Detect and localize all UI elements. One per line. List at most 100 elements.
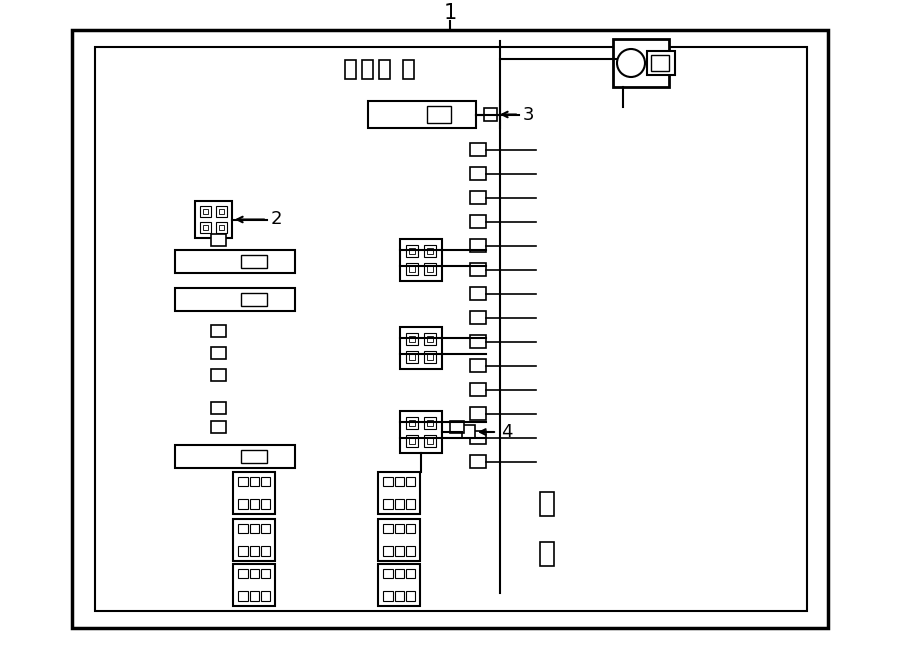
Bar [200,223,211,233]
Bar [175,250,295,273]
Bar [409,336,415,342]
Bar [95,47,807,611]
Bar [383,569,392,578]
Bar [238,546,248,555]
Bar [394,524,404,533]
Bar [261,477,270,486]
Bar [238,499,248,508]
Bar [202,225,208,230]
Bar [406,263,418,275]
Bar [647,51,675,75]
Bar [261,524,270,533]
Bar [175,288,295,311]
Bar [540,542,554,566]
Bar [241,293,267,307]
Bar [406,477,415,486]
Bar [613,39,669,87]
Bar [249,569,259,578]
Bar [217,223,227,233]
Text: 1: 1 [444,3,456,23]
Bar [378,519,420,561]
Bar [249,499,259,508]
Bar [470,191,486,204]
Bar [383,592,392,601]
Bar [379,60,390,79]
Bar [394,546,404,555]
Bar [383,546,392,555]
Bar [470,215,486,228]
Bar [425,333,436,344]
Bar [394,592,404,601]
Bar [470,263,486,276]
Bar [470,311,486,324]
Bar [406,245,418,256]
Bar [261,546,270,555]
Bar [345,60,356,79]
Bar [261,569,270,578]
Bar [400,411,442,453]
Bar [462,425,475,438]
Bar [394,569,404,578]
Bar [195,201,232,238]
Bar [202,209,208,214]
Bar [383,524,392,533]
Bar [219,225,224,230]
Bar [470,359,486,372]
Bar [406,417,418,428]
Bar [470,455,486,468]
Bar [425,352,436,363]
Bar [428,336,433,342]
Bar [378,472,420,514]
Bar [406,524,415,533]
Text: 3: 3 [523,106,535,124]
Bar [470,431,486,444]
Bar [428,248,433,254]
Bar [233,472,275,514]
Bar [238,524,248,533]
Bar [470,143,486,156]
Bar [651,55,669,71]
Bar [249,546,259,555]
Bar [211,234,226,246]
Bar [425,417,436,428]
Bar [425,436,436,447]
Bar [219,209,224,214]
Bar [406,499,415,508]
Bar [409,420,415,426]
Bar [406,546,415,555]
Bar [428,438,433,444]
Bar [406,436,418,447]
Bar [211,347,226,359]
Bar [383,477,392,486]
Bar [470,383,486,396]
Bar [249,477,259,486]
Bar [409,248,415,254]
Bar [394,499,404,508]
Bar [378,564,420,606]
Circle shape [617,49,645,77]
Bar [400,239,442,281]
Bar [241,254,267,268]
Bar [409,438,415,444]
Bar [400,327,442,369]
Bar [368,101,476,128]
Bar [428,420,433,426]
Bar [540,492,554,516]
Bar [233,519,275,561]
Bar [409,354,415,360]
Bar [211,325,226,337]
Bar [249,524,259,533]
Bar [362,60,373,79]
Bar [249,592,259,601]
Text: 2: 2 [271,210,283,229]
Bar [72,30,828,628]
Bar [470,167,486,180]
Bar [175,445,295,468]
Bar [403,60,414,79]
Bar [470,335,486,348]
Bar [406,569,415,578]
Bar [425,245,436,256]
Bar [261,592,270,601]
Bar [470,287,486,300]
Bar [383,499,392,508]
